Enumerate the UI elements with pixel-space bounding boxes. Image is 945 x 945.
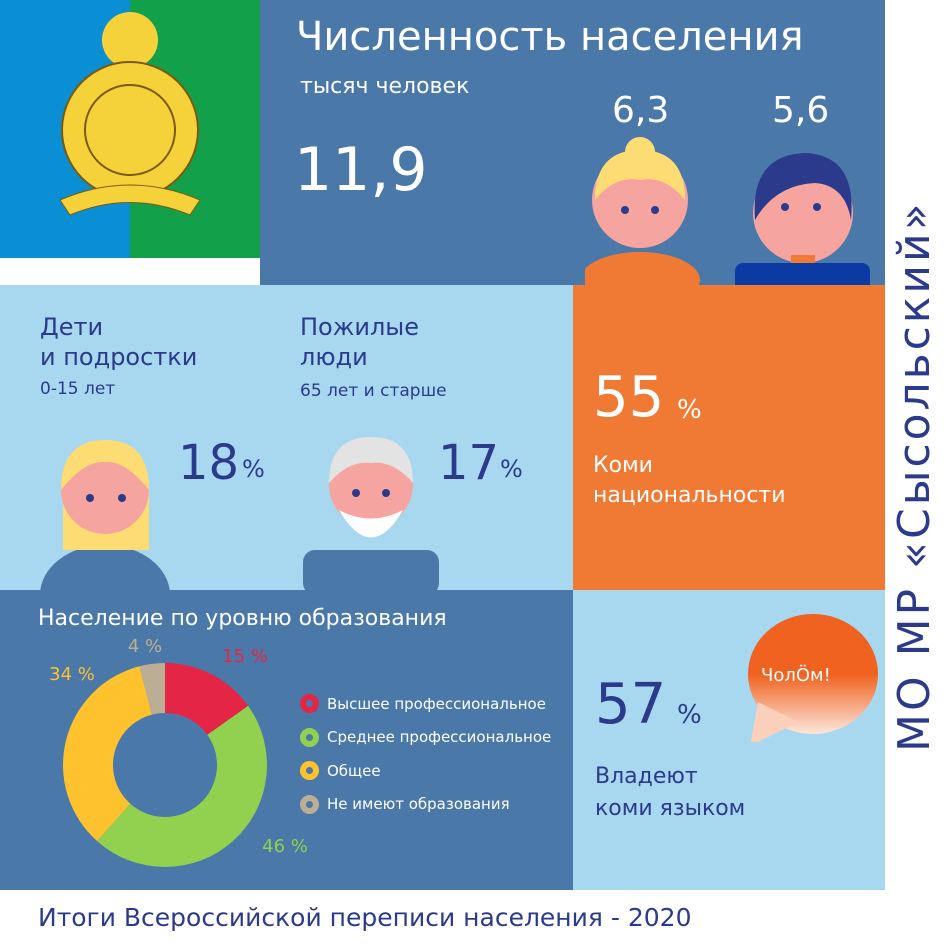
language-label: Владеют: [595, 764, 698, 789]
donut-slice: [96, 705, 268, 868]
elderly-title: Пожилые: [300, 313, 420, 341]
elderly-pct: %: [500, 455, 523, 483]
slice-label: 34 %: [49, 664, 95, 685]
legend-item: Среднее профессиональное: [300, 721, 551, 755]
population-panel: Численность населения тысяч человек 11,9…: [260, 0, 885, 399]
men-value: 5,6: [772, 90, 830, 131]
page-title: Численность населения: [296, 14, 804, 60]
elderly-value: 17: [438, 435, 500, 491]
child-icon: [40, 440, 170, 590]
slice-label: 46 %: [262, 836, 308, 857]
komi-value: 55: [593, 365, 665, 430]
education-panel: Население по уровню образования 15 % 46 %…: [0, 590, 573, 890]
children-title-2: и подростки: [40, 343, 198, 371]
age-panel: Дети и подростки 0-15 лет 18 % Пожилые л…: [0, 285, 573, 590]
footer-title: Итоги Всероссийской переписи населения -…: [38, 903, 692, 932]
legend-marker-icon: [300, 794, 319, 814]
language-pct: %: [677, 700, 702, 730]
coat-of-arms: [0, 0, 260, 302]
donut-slice: [139, 663, 165, 715]
elderly-age: 65 лет и старше: [300, 381, 447, 401]
elderly-icon: [303, 437, 439, 590]
donut-slice: [63, 666, 152, 842]
komi-panel: 55 % Коми национальности: [573, 285, 885, 590]
elderly-title-2: люди: [300, 343, 368, 371]
legend-label: Высшее профессиональное: [327, 694, 546, 713]
children-age: 0-15 лет: [40, 379, 116, 399]
legend-item: Общее: [300, 754, 551, 788]
total-value: 11,9: [294, 135, 428, 205]
children-title: Дети: [40, 313, 104, 341]
komi-pct: %: [677, 395, 702, 425]
legend-item: Высшее профессиональное: [300, 687, 551, 721]
donut-slice: [165, 663, 249, 735]
komi-label-2: национальности: [593, 483, 786, 508]
speech-bubble-icon: [748, 614, 878, 742]
language-panel: 57 % Владеют коми языком ЧолӦм!: [573, 590, 885, 890]
municipality-title: МО МР «Сысольский»: [889, 200, 940, 753]
legend-item: Не имеют образования: [300, 788, 551, 822]
children-pct: %: [242, 455, 265, 483]
legend-label: Общее: [327, 761, 381, 780]
slice-label: 15 %: [222, 646, 268, 667]
slice-label: 4 %: [128, 636, 162, 657]
speech-bubble-text: ЧолӦм!: [761, 665, 831, 686]
komi-label: Коми: [593, 453, 653, 478]
language-label-2: коми языком: [595, 796, 746, 821]
chart-title: Население по уровню образования: [38, 606, 447, 631]
education-donut: 15 % 46 % 34 % 4 %: [49, 636, 308, 868]
language-value: 57: [595, 672, 667, 737]
legend-marker-icon: [300, 694, 319, 714]
children-value: 18: [178, 435, 240, 491]
legend-marker-icon: [300, 727, 319, 747]
woman-icon: [585, 137, 700, 290]
chart-legend: Высшее профессиональное Среднее профессио…: [300, 687, 551, 821]
legend-label: Среднее профессиональное: [327, 728, 552, 747]
unit-label: тысяч человек: [300, 74, 470, 99]
legend-marker-icon: [300, 761, 319, 781]
legend-label: Не имеют образования: [327, 795, 510, 814]
women-value: 6,3: [612, 90, 670, 131]
